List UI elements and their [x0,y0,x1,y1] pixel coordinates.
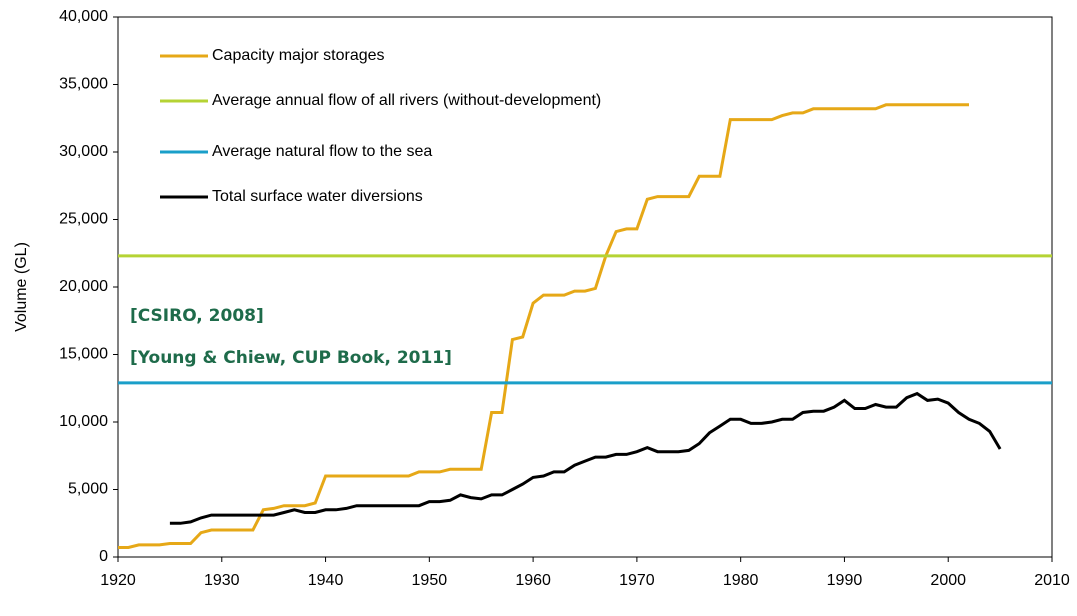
y-tick-label: 5,000 [68,481,108,498]
x-tick-label: 1940 [308,572,344,589]
legend-label: Capacity major storages [212,47,385,64]
y-tick-label: 35,000 [59,76,108,93]
y-tick-label: 15,000 [59,346,108,363]
x-tick-label: 1920 [100,572,136,589]
series-line [118,103,969,549]
x-tick-label: 1970 [619,572,655,589]
legend-label: Total surface water diversions [212,188,423,205]
x-tick-label: 1990 [827,572,863,589]
series-line [169,391,1002,525]
plot-frame [117,16,1053,558]
legend-label: Average annual flow of all rivers (witho… [212,92,601,109]
x-tick-label: 2010 [1034,572,1070,589]
x-tick-label: 1960 [515,572,551,589]
y-axis-label: Volume (GL) [13,242,30,332]
annotation: [Young & Chiew, CUP Book, 2011] [130,348,452,368]
y-tick-label: 20,000 [59,278,108,295]
x-tick-label: 1930 [204,572,240,589]
annotation: [CSIRO, 2008] [130,306,264,326]
y-tick-label: 40,000 [59,8,108,25]
y-tick-label: 30,000 [59,143,108,160]
y-tick-label: 0 [99,548,108,565]
legend-label: Average natural flow to the sea [212,143,432,160]
x-tick-label: 2000 [930,572,966,589]
y-tick-label: 10,000 [59,413,108,430]
y-tick-label: 25,000 [59,211,108,228]
x-tick-label: 1980 [723,572,759,589]
x-tick-label: 1950 [412,572,448,589]
